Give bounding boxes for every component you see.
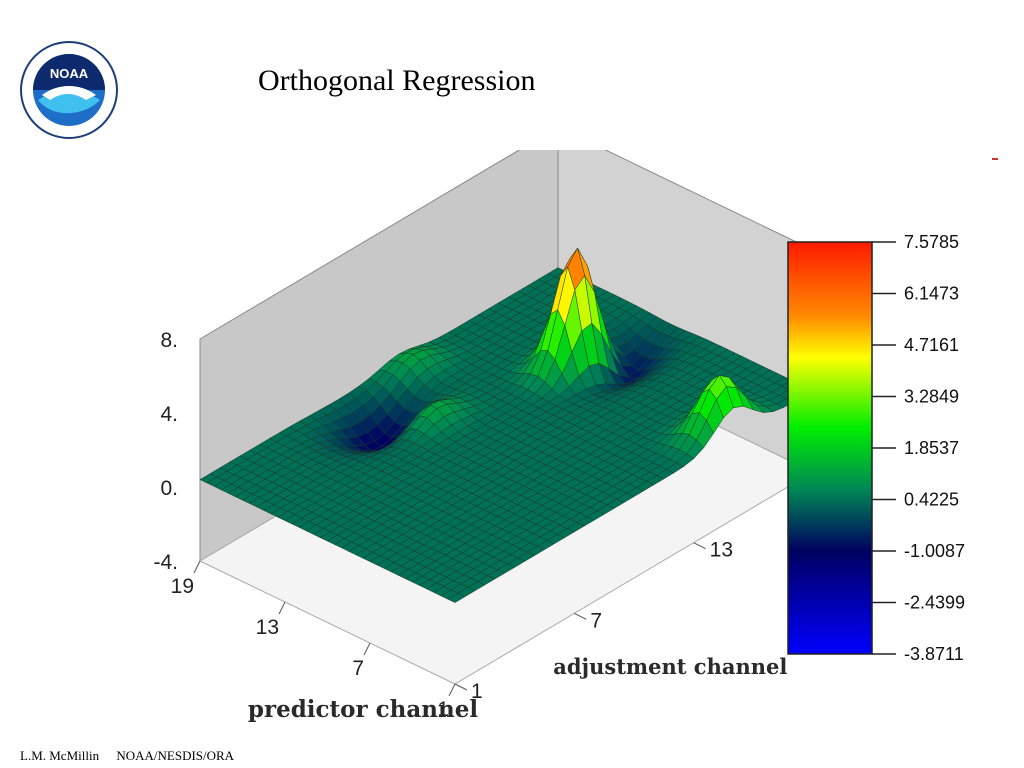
colorbar-tick-label: -3.8711 [904,644,964,664]
x-tick-label: 19 [171,575,194,598]
z-tick-left-label: 8. [160,329,178,352]
colorbar-tick-label: 4.7161 [904,335,959,355]
x-tick-mark [448,683,456,697]
y-tick-mark [693,542,706,550]
surface-plot: 8.84.40.0-4.-4.191371191371predictor cha… [153,150,965,723]
y-tick-label: 13 [710,539,733,562]
y-tick-label: 1 [471,680,483,703]
y-tick-mark [574,612,587,620]
z-tick-left-label: 4. [160,403,178,426]
colorbar-gradient [787,241,873,655]
logo-center-text: NOAA [50,66,89,81]
z-tick-left-label: 0. [160,477,178,500]
surface-mesh [199,247,814,603]
page-title: Orthogonal Regression [258,64,536,97]
colorbar-tick-label: 6.1473 [904,284,959,304]
colorbar-tick-label: 3.2849 [904,387,959,407]
footer-author: L.M. McMillin [20,748,100,763]
x-tick-label: 13 [256,616,279,639]
surface-cell [447,593,466,603]
colorbar-tick-label: -1.0087 [904,541,965,561]
footer: L.M. McMillin NOAA/NESDIS/ORA [20,748,248,764]
noaa-logo: NOAA [20,41,118,139]
colorbar-tick-label: 0.4225 [904,490,959,510]
y-tick-mark [454,683,468,691]
colorbar: 7.5785 6.1473 4.7161 3.2849 1.8537 0.4225 -1.0… [787,232,965,664]
corner-mark [992,158,998,160]
x-tick-label: 1 [437,698,449,721]
colorbar-tick-label: 1.8537 [904,438,959,458]
colorbar-tick-label: 7.5785 [904,232,959,252]
x-tick-label: 7 [352,657,364,680]
colorbar-tick-label: -2.4399 [904,593,965,613]
x-tick-mark [193,560,201,574]
z-tick-left-label: -4. [153,551,178,574]
x-tick-mark [363,642,371,656]
x-axis-label: predictor channel [248,696,478,723]
y-axis-label: adjustment channel [553,654,787,679]
x-tick-mark [278,601,286,615]
footer-org: NOAA/NESDIS/ORA [116,748,235,763]
y-tick-label: 7 [590,609,602,632]
